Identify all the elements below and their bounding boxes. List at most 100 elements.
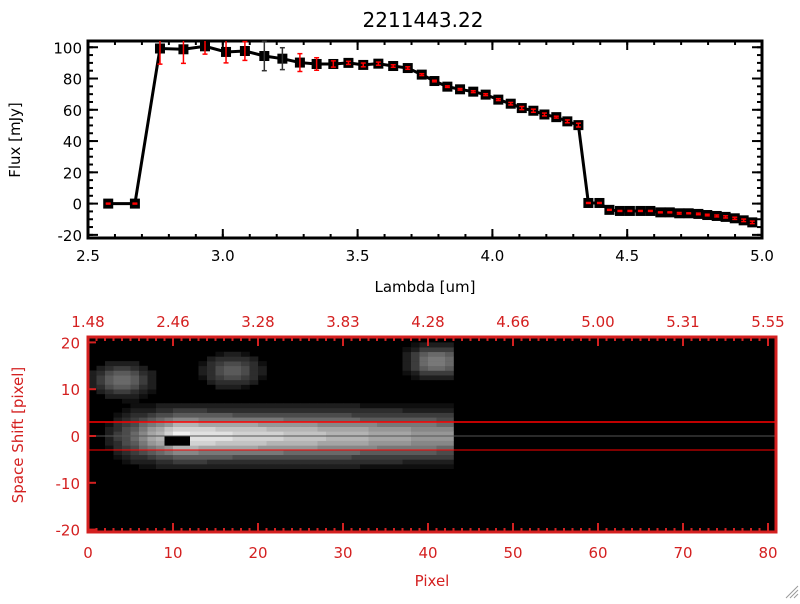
image-pixel	[113, 421, 123, 427]
image-pixel	[122, 393, 131, 399]
image-pixel	[419, 361, 429, 367]
image-pixel	[164, 459, 174, 465]
error-bar	[519, 105, 525, 111]
image-pixel	[249, 412, 259, 418]
image-pixel	[445, 403, 454, 409]
image-pixel	[377, 450, 386, 456]
image-pixel	[436, 440, 446, 446]
error-bar	[530, 108, 536, 114]
image-pixel	[326, 431, 335, 437]
image-pixel	[292, 445, 301, 451]
error-bar	[314, 56, 320, 71]
image-pixel	[190, 421, 199, 427]
image-pixel	[147, 431, 157, 437]
image-pixel	[334, 403, 344, 409]
image-pixel	[198, 361, 208, 367]
image-pixel	[436, 347, 446, 353]
image-pixel	[241, 361, 250, 367]
image-pixel	[198, 403, 208, 409]
image-pixel	[241, 436, 250, 441]
image-pixel	[105, 361, 114, 367]
image-pixel	[130, 393, 140, 399]
image-pixel	[130, 379, 140, 385]
image-pixel	[368, 436, 378, 441]
image-pixel	[428, 445, 437, 451]
image-pixel	[351, 445, 361, 451]
image-pixel	[130, 445, 140, 451]
image-pixel	[385, 403, 395, 409]
image-pixel	[241, 440, 250, 446]
image-pixel	[343, 421, 352, 427]
image-pixel	[258, 407, 267, 413]
image-pixel	[445, 370, 454, 376]
image-pixel	[428, 347, 437, 353]
image-pixel	[402, 361, 412, 367]
image-pixel	[351, 417, 361, 423]
image-pixel	[232, 464, 242, 470]
image-pixel	[207, 445, 216, 451]
image-pixel	[198, 445, 208, 451]
image-pixel	[88, 384, 97, 390]
image-pixel	[377, 412, 386, 418]
image-pixel	[173, 407, 182, 413]
image-pixel	[232, 421, 242, 427]
image-pixel	[215, 464, 225, 470]
image-pixel	[241, 445, 250, 451]
image-pixel	[300, 407, 310, 413]
image-pixel	[300, 464, 310, 470]
image-pixel	[215, 450, 225, 456]
image-pixel	[224, 436, 233, 441]
image-pixel	[419, 431, 429, 437]
image-pixel	[207, 436, 216, 441]
image-pixel	[411, 375, 420, 381]
image-pixel	[241, 375, 250, 381]
image-pixel	[224, 379, 233, 385]
image-pixel	[317, 440, 327, 446]
image-pixel	[147, 450, 157, 456]
image-pixel	[385, 450, 395, 456]
image-pixel	[215, 426, 225, 432]
image-pixel	[156, 436, 165, 441]
resize-grip-icon[interactable]	[785, 585, 799, 599]
image-pixel	[385, 464, 395, 470]
image-pixel	[275, 450, 284, 456]
image-pixel	[368, 412, 378, 418]
image-pixel	[181, 440, 191, 446]
image-pixel	[309, 464, 318, 470]
image-pixel	[300, 412, 310, 418]
image-pixel	[258, 412, 267, 418]
image-pixel	[411, 403, 420, 409]
image-pixel	[105, 375, 114, 381]
image-pixel	[402, 412, 412, 418]
image-pixel	[224, 384, 233, 390]
y-tick-label: 100	[53, 39, 82, 57]
image-pixel	[300, 417, 310, 423]
image-pixel	[241, 454, 250, 460]
image-pixel	[173, 426, 182, 432]
image-pixel	[130, 384, 140, 390]
image-pixel	[173, 454, 182, 460]
image-pixel	[351, 407, 361, 413]
image-pixel	[164, 464, 174, 470]
image-pixel	[436, 417, 446, 423]
image-pixel	[411, 356, 420, 362]
image-pixel	[419, 436, 429, 441]
image-pixel	[207, 412, 216, 418]
image-pixel	[249, 445, 259, 451]
image-pixel	[436, 431, 446, 437]
image-pixel	[317, 464, 327, 470]
image-pixel	[249, 431, 259, 437]
error-bar	[180, 41, 186, 65]
image-pixel	[88, 370, 97, 376]
image-pixel	[198, 459, 208, 465]
image-pixel	[334, 440, 344, 446]
image-pixel	[156, 454, 165, 460]
image-pixel	[232, 454, 242, 460]
image-pixel	[343, 445, 352, 451]
image-pixel	[428, 431, 437, 437]
image-pixel	[130, 426, 140, 432]
image-pixel	[224, 459, 233, 465]
image-pixel	[122, 379, 131, 385]
error-bar	[375, 61, 381, 66]
image-pixel	[122, 445, 131, 451]
